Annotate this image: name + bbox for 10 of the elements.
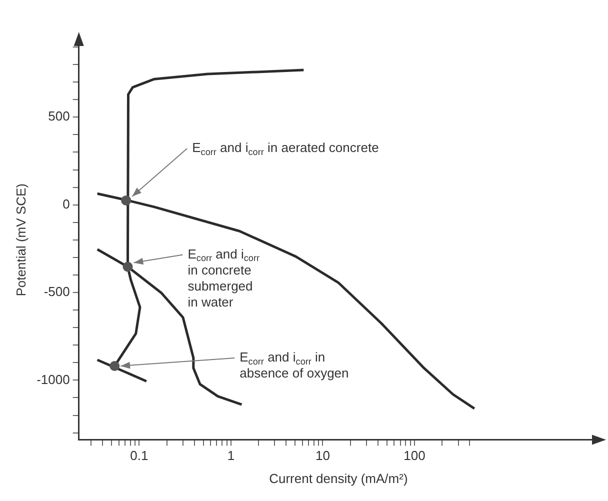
x-tick-label: 100: [404, 448, 426, 464]
y-tick-label: 0: [62, 196, 70, 212]
x-axis-title: Current density (mA/m²): [269, 470, 408, 486]
y-tick-label: 500: [48, 108, 70, 124]
y-axis-title: Potential (mV SCE): [13, 184, 28, 296]
y-tick-label: -1000: [36, 372, 70, 387]
x-tick-label: 0.1: [130, 448, 148, 464]
x-tick-label: 10: [315, 448, 330, 464]
y-tick-label: -500: [44, 284, 70, 300]
x-tick-label: 1: [227, 448, 235, 464]
